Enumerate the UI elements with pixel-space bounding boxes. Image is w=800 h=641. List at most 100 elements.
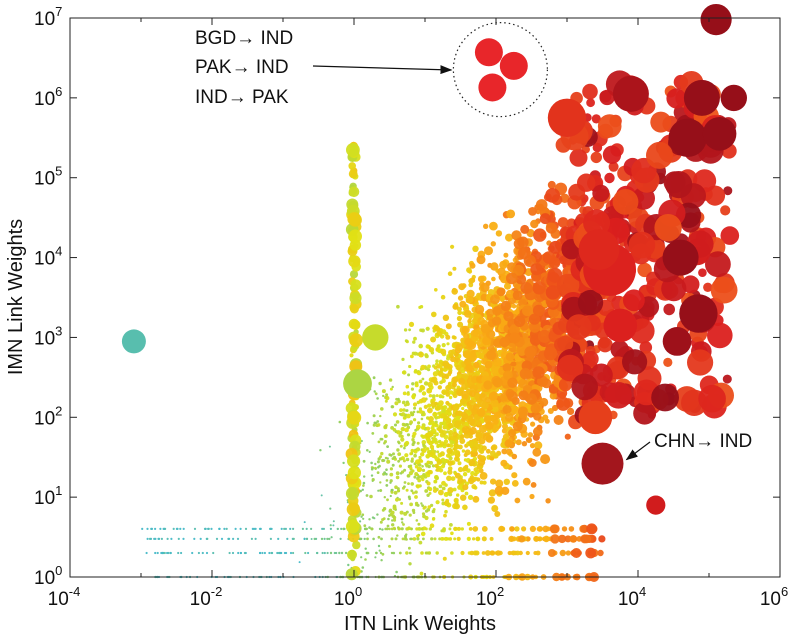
data-point [583, 209, 611, 237]
data-point [392, 518, 397, 522]
data-point [345, 568, 358, 581]
data-point [585, 547, 597, 559]
data-point [457, 461, 462, 466]
data-point [423, 404, 428, 409]
data-point [166, 537, 169, 541]
data-point [422, 537, 425, 541]
data-point [469, 384, 478, 393]
data-point [533, 426, 543, 437]
data-point [508, 535, 515, 543]
data-point [350, 279, 362, 291]
data-point [428, 431, 434, 437]
data-point [397, 440, 400, 444]
data-point [433, 479, 438, 484]
data-point [449, 390, 454, 395]
data-point [461, 425, 470, 434]
data-point [372, 414, 376, 418]
data-point [382, 394, 385, 398]
data-point [348, 229, 363, 244]
data-point [565, 550, 571, 556]
data-point [231, 551, 235, 555]
data-point [436, 459, 443, 465]
data-point [543, 346, 558, 361]
data-point [418, 540, 423, 545]
data-point [228, 537, 231, 541]
data-point [530, 403, 541, 414]
data-point [530, 482, 537, 488]
data-point [474, 304, 485, 315]
data-point [505, 272, 518, 285]
data-point [421, 377, 425, 381]
data-point [391, 385, 394, 389]
data-point [390, 490, 394, 494]
data-point [292, 551, 295, 555]
data-point [384, 399, 388, 403]
data-point [473, 361, 480, 369]
data-point [377, 466, 380, 469]
data-point [505, 448, 513, 456]
data-point [545, 188, 560, 203]
data-point [441, 528, 446, 533]
x-axis-label: ITN Link Weights [344, 613, 496, 635]
data-point [362, 481, 366, 485]
data-point [438, 400, 444, 406]
data-point [432, 412, 438, 417]
data-point [447, 271, 453, 277]
data-point [605, 382, 632, 409]
data-point [442, 314, 450, 321]
data-point [515, 439, 522, 446]
data-point [148, 537, 152, 541]
data-point [389, 494, 392, 498]
data-point [651, 383, 679, 412]
data-point [390, 537, 394, 541]
data-point [487, 496, 495, 504]
data-point [225, 527, 228, 531]
data-point [347, 466, 361, 480]
data-point [347, 212, 362, 226]
x-tick-label: 100 [334, 584, 362, 610]
data-point [244, 527, 248, 531]
data-point [349, 333, 363, 348]
data-point [408, 328, 411, 332]
data-point [388, 453, 392, 457]
axis-labels: ITN Link Weights IMN Link Weights [5, 219, 496, 635]
data-point [436, 450, 440, 454]
data-point [449, 443, 454, 448]
data-point [400, 501, 404, 505]
data-point [500, 300, 511, 312]
data-point [336, 527, 339, 531]
data-point [478, 352, 485, 360]
data-point [507, 391, 518, 402]
data-point [313, 537, 316, 541]
y-tick-label: 107 [34, 4, 62, 30]
data-point [145, 551, 148, 555]
data-point [491, 276, 496, 282]
data-point [467, 494, 474, 500]
data-point [556, 396, 571, 411]
data-point [342, 461, 345, 465]
data-point [372, 376, 376, 380]
data-point [362, 459, 366, 463]
data-point [506, 209, 516, 219]
data-point [646, 495, 666, 515]
data-point [400, 527, 404, 531]
annotation-chn-ind: CHN→ IND [654, 431, 752, 452]
data-point [452, 266, 457, 271]
data-point [332, 520, 335, 523]
data-point [556, 354, 584, 382]
data-point [388, 508, 393, 512]
data-point [413, 453, 417, 458]
data-point [387, 517, 390, 521]
data-point [533, 228, 547, 242]
data-point [413, 418, 417, 422]
data-point [435, 359, 439, 363]
data-point [603, 308, 638, 343]
data-point [191, 551, 194, 555]
data-point [612, 189, 639, 215]
data-point [390, 551, 394, 555]
data-point [370, 467, 374, 471]
data-point [278, 551, 281, 555]
data-point [376, 513, 379, 516]
annotation-ind-pak: IND→ PAK [195, 87, 289, 108]
y-tick-label: 104 [34, 244, 62, 270]
